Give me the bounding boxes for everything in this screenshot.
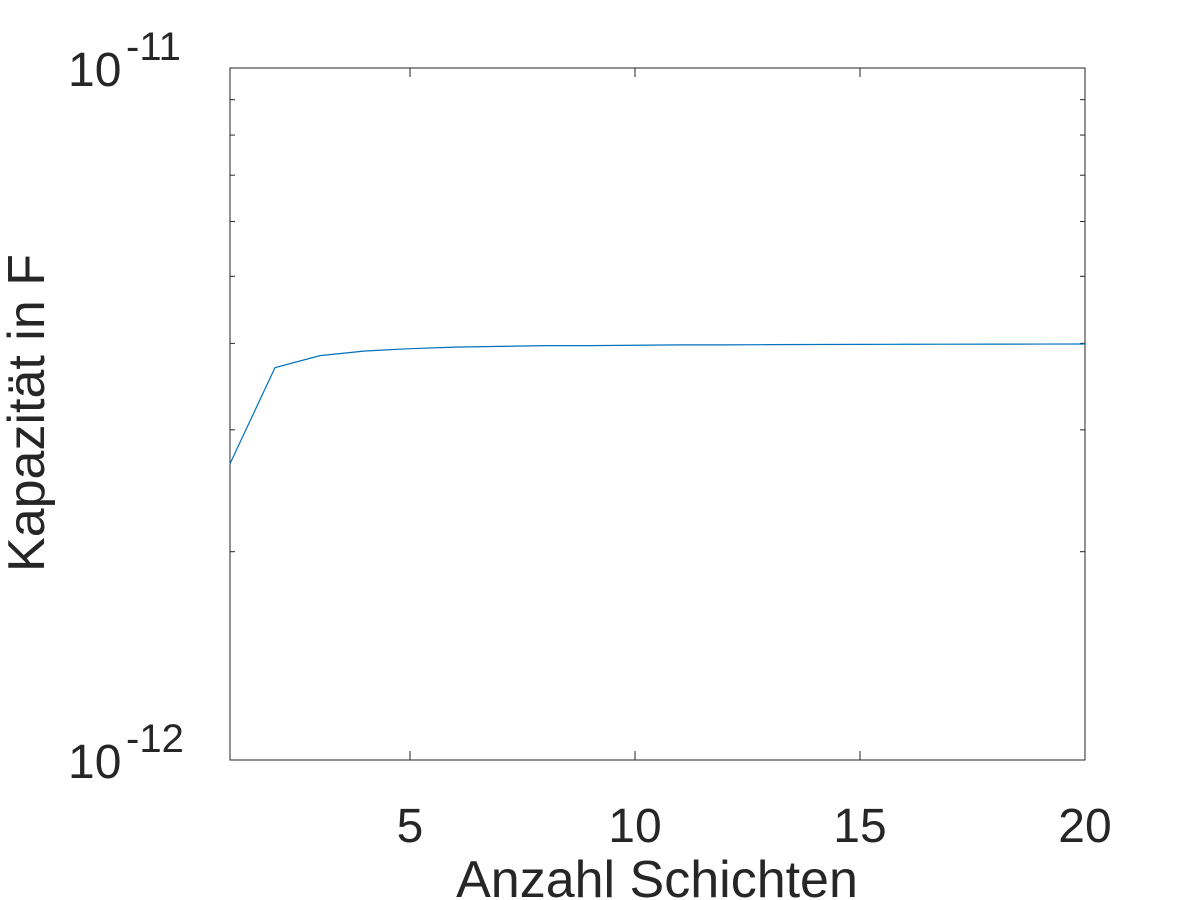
ticks — [230, 67, 1086, 761]
axes — [229, 67, 1086, 761]
y-axis-label: Kapazität in F — [0, 254, 56, 572]
series-line — [229, 343, 1086, 464]
series — [229, 343, 1086, 464]
plot-area-frame — [229, 67, 1086, 761]
x-tick-label: 5 — [397, 800, 424, 853]
y-tick-label-base: 10 — [68, 44, 121, 97]
y-tick-label-exponent: -11 — [126, 25, 181, 69]
y-tick-label-exponent: -12 — [126, 717, 184, 761]
x-tick-label: 10 — [608, 800, 661, 853]
x-tick-label: 15 — [833, 800, 886, 853]
x-tick-label: 20 — [1058, 800, 1111, 853]
x-axis-label: Anzahl Schichten — [456, 851, 858, 900]
y-tick-label: 10 -12 — [68, 717, 184, 789]
y-tick-label-base: 10 — [68, 736, 121, 789]
y-tick-label: 10 -11 — [68, 25, 181, 97]
